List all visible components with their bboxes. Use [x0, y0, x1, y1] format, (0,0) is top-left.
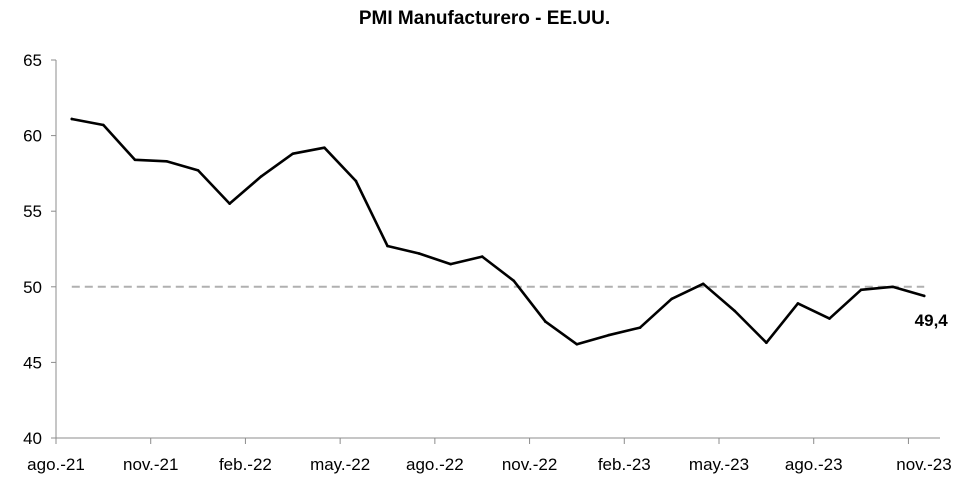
data-point: [417, 252, 421, 255]
data-point: [102, 123, 105, 127]
data-point: [291, 152, 295, 156]
data-point: [922, 294, 926, 298]
data-point: [575, 342, 579, 346]
y-tick-label: 50: [23, 278, 42, 297]
data-point: [480, 255, 484, 258]
data-point: [765, 341, 768, 345]
last-value-label: 49,4: [915, 311, 949, 330]
data-point: [133, 158, 137, 162]
x-tick-label: ago.-23: [785, 455, 843, 474]
x-tick-label: nov.-21: [123, 455, 178, 474]
x-tick-label: nov.-23: [896, 455, 951, 474]
chart-title: PMI Manufacturero - EE.UU.: [358, 8, 611, 29]
x-tick-label: ago.-22: [406, 455, 464, 474]
y-tick-label: 45: [23, 353, 42, 372]
y-tick-label: 65: [23, 51, 42, 70]
data-point: [733, 309, 737, 313]
data-point: [607, 333, 610, 337]
x-tick-label: ago.-21: [27, 455, 85, 474]
x-tick-label: may.-22: [310, 455, 370, 474]
data-point: [670, 297, 673, 301]
data-point: [828, 317, 831, 320]
data-point: [859, 288, 863, 292]
data-point: [259, 175, 263, 178]
series-line: [70, 117, 926, 346]
data-point: [323, 146, 326, 149]
data-point: [638, 326, 642, 329]
y-tick-label: 40: [23, 429, 42, 448]
data-point: [386, 244, 389, 248]
y-tick-label: 55: [23, 202, 42, 221]
data-point: [228, 202, 231, 205]
data-point: [544, 320, 547, 323]
x-tick-label: may.-23: [689, 455, 749, 474]
data-point: [354, 179, 358, 183]
data-point: [512, 279, 516, 283]
x-tick-label: feb.-23: [598, 455, 651, 474]
y-tick-label: 60: [23, 127, 42, 146]
x-tick-label: nov.-22: [502, 455, 557, 474]
data-point: [449, 262, 452, 266]
data-point: [796, 302, 800, 305]
data-point: [196, 169, 200, 172]
data-point: [70, 117, 74, 121]
data-point: [891, 285, 894, 289]
data-point: [165, 160, 168, 163]
data-point: [701, 282, 705, 286]
x-tick-label: feb.-22: [219, 455, 272, 474]
